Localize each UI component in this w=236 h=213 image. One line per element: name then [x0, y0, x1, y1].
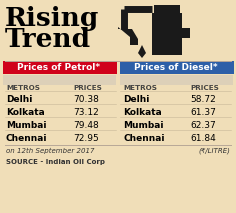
Text: PRICES: PRICES [190, 85, 219, 91]
Text: PRICES: PRICES [73, 85, 102, 91]
Text: 72.95: 72.95 [73, 134, 99, 143]
Text: 73.12: 73.12 [73, 108, 99, 117]
Text: Mumbai: Mumbai [6, 121, 46, 130]
FancyBboxPatch shape [119, 60, 233, 73]
Text: on 12th September 2017: on 12th September 2017 [6, 148, 94, 154]
Text: 62.37: 62.37 [190, 121, 216, 130]
Text: 61.37: 61.37 [190, 108, 216, 117]
FancyBboxPatch shape [3, 60, 117, 73]
FancyBboxPatch shape [120, 75, 233, 85]
Text: Prices of Petrol*: Prices of Petrol* [17, 62, 101, 72]
Text: Chennai: Chennai [123, 134, 164, 143]
Text: (₹/LITRE): (₹/LITRE) [198, 148, 230, 154]
Text: 70.38: 70.38 [73, 95, 99, 104]
Text: METROS: METROS [6, 85, 40, 91]
Text: Kolkata: Kolkata [6, 108, 45, 117]
Text: Chennai: Chennai [6, 134, 47, 143]
Text: Kolkata: Kolkata [123, 108, 162, 117]
Text: Rising: Rising [5, 6, 99, 31]
FancyBboxPatch shape [182, 28, 190, 38]
Text: Delhi: Delhi [6, 95, 32, 104]
Text: 58.72: 58.72 [190, 95, 216, 104]
Text: Trend: Trend [5, 27, 91, 52]
FancyBboxPatch shape [152, 13, 182, 55]
Text: 61.84: 61.84 [190, 134, 216, 143]
Text: Prices of Diesel*: Prices of Diesel* [134, 62, 218, 72]
Polygon shape [138, 45, 146, 58]
FancyBboxPatch shape [154, 5, 180, 13]
Text: SOURCE - Indian Oil Corp: SOURCE - Indian Oil Corp [6, 159, 105, 165]
Text: Delhi: Delhi [123, 95, 149, 104]
Text: Mumbai: Mumbai [123, 121, 164, 130]
Text: 79.48: 79.48 [73, 121, 99, 130]
FancyBboxPatch shape [3, 75, 116, 85]
Polygon shape [118, 27, 138, 45]
Text: METROS: METROS [123, 85, 157, 91]
